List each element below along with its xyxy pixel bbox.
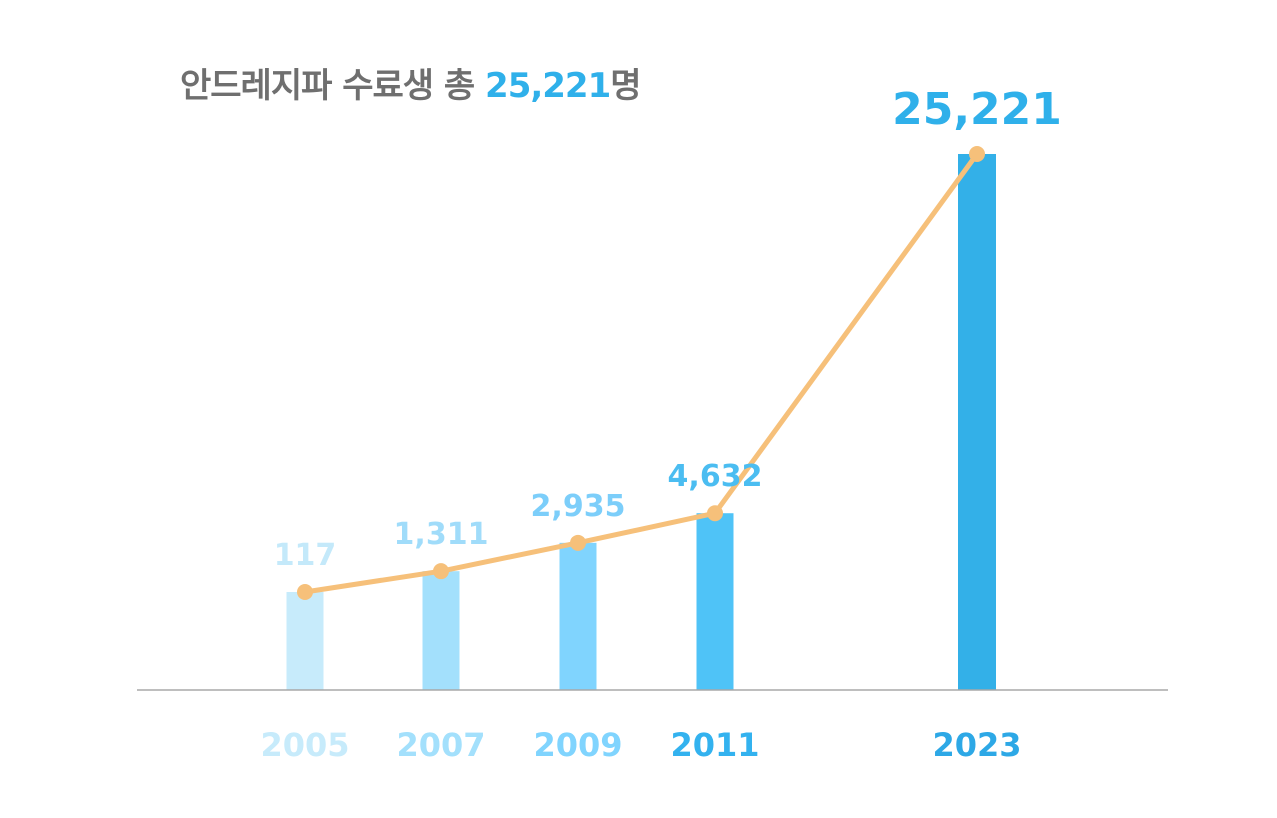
bar-2023 (958, 154, 996, 690)
title-highlight: 25,221 (485, 66, 611, 106)
point-2005 (297, 583, 313, 600)
bar-2007 (422, 571, 460, 690)
bar-2009 (559, 542, 597, 690)
x-tick-2007: 2007 (396, 726, 485, 764)
x-tick-2005: 2005 (260, 726, 349, 764)
point-2011 (707, 505, 723, 522)
data-label-2007: 1,311 (394, 517, 489, 552)
point-2023 (969, 146, 985, 162)
x-tick-2011: 2011 (670, 726, 759, 764)
title-prefix: 안드레지파 수료생 총 (180, 66, 486, 106)
bars-group (286, 154, 996, 690)
data-label-2009: 2,935 (531, 489, 626, 524)
points-group (297, 146, 985, 600)
data-label-2011: 4,632 (668, 459, 763, 494)
title-suffix: 명 (610, 66, 641, 106)
data-labels-group: 117 1,311 2,935 4,632 25,221 (274, 84, 1062, 573)
chart-title: 안드레지파 수료생 총 25,221명 (180, 58, 642, 107)
x-tick-labels-group: 2005 2007 2009 2011 2023 (260, 726, 1021, 764)
point-2007 (433, 563, 449, 580)
data-label-2005: 117 (274, 538, 337, 573)
bar-2005 (286, 591, 324, 690)
data-label-2023: 25,221 (892, 84, 1062, 135)
point-2009 (570, 534, 586, 551)
x-tick-2009: 2009 (533, 726, 622, 764)
x-tick-2023: 2023 (932, 726, 1021, 764)
bar-2011 (696, 513, 734, 690)
